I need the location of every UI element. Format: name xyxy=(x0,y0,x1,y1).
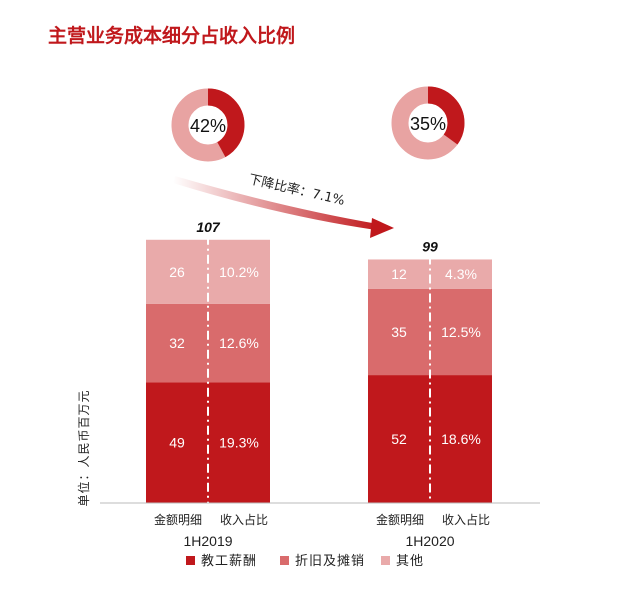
column-header-amount: 金额明细 xyxy=(376,512,424,527)
chart-title: 主营业务成本细分占收入比例 xyxy=(48,24,295,47)
donut-group: 42% 35% xyxy=(171,86,465,162)
bar-value-label: 26 xyxy=(169,264,185,280)
bar-total-label: 99 xyxy=(422,238,438,254)
legend-label: 教工薪酬 xyxy=(201,553,257,569)
y-axis-label: 单位：人民币百万元 xyxy=(76,389,91,506)
arrow-head xyxy=(370,218,394,238)
bar-ratio-label: 12.6% xyxy=(219,335,259,351)
bar-value-label: 49 xyxy=(169,435,185,451)
bar-ratio-label: 10.2% xyxy=(219,264,259,280)
donut-label: 35% xyxy=(410,114,446,134)
legend: 教工薪酬 折旧及摊销 其他 xyxy=(186,553,424,569)
legend-label: 其他 xyxy=(396,554,424,569)
bar-ratio-label: 12.5% xyxy=(441,324,481,340)
category-label: 1H2019 xyxy=(183,533,232,549)
bar-total-label: 107 xyxy=(196,219,221,235)
legend-label: 折旧及摊销 xyxy=(295,554,365,569)
bar-ratio-label: 19.3% xyxy=(219,435,259,451)
bar-value-label: 12 xyxy=(391,266,407,282)
column-header-ratio: 收入占比 xyxy=(220,512,268,527)
donut-label: 42% xyxy=(190,116,226,136)
arrow-band xyxy=(173,176,378,230)
column-header-ratio: 收入占比 xyxy=(442,512,490,527)
legend-swatch xyxy=(381,556,390,565)
bar-ratio-label: 18.6% xyxy=(441,431,481,447)
donut-arc xyxy=(391,86,465,160)
bar-value-label: 35 xyxy=(391,324,407,340)
trend-arrow xyxy=(173,176,394,238)
stacked-bar-group: 49 19.3% 32 12.6% 26 10.2% 107 52 18.6% 35 12.5% 12… xyxy=(146,219,492,503)
x-axis-labels: 金额明细 收入占比 1H2019 金额明细 收入占比 1H2020 xyxy=(154,512,490,549)
bar-value-label: 52 xyxy=(391,431,407,447)
column-header-amount: 金额明细 xyxy=(154,512,202,527)
legend-swatch xyxy=(186,556,195,565)
donut-arc xyxy=(171,88,245,162)
legend-swatch xyxy=(280,556,289,565)
bar-ratio-label: 4.3% xyxy=(445,266,477,282)
bar-value-label: 32 xyxy=(169,335,185,351)
category-label: 1H2020 xyxy=(405,533,454,549)
